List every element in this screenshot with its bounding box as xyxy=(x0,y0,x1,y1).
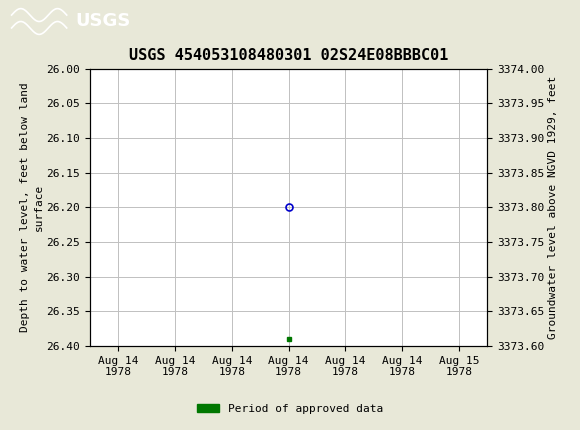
Y-axis label: Depth to water level, feet below land
surface: Depth to water level, feet below land su… xyxy=(20,83,44,332)
Title: USGS 454053108480301 02S24E08BBBC01: USGS 454053108480301 02S24E08BBBC01 xyxy=(129,49,448,64)
Legend: Period of approved data: Period of approved data xyxy=(193,399,387,418)
Text: USGS: USGS xyxy=(75,12,130,31)
Y-axis label: Groundwater level above NGVD 1929, feet: Groundwater level above NGVD 1929, feet xyxy=(548,76,559,339)
